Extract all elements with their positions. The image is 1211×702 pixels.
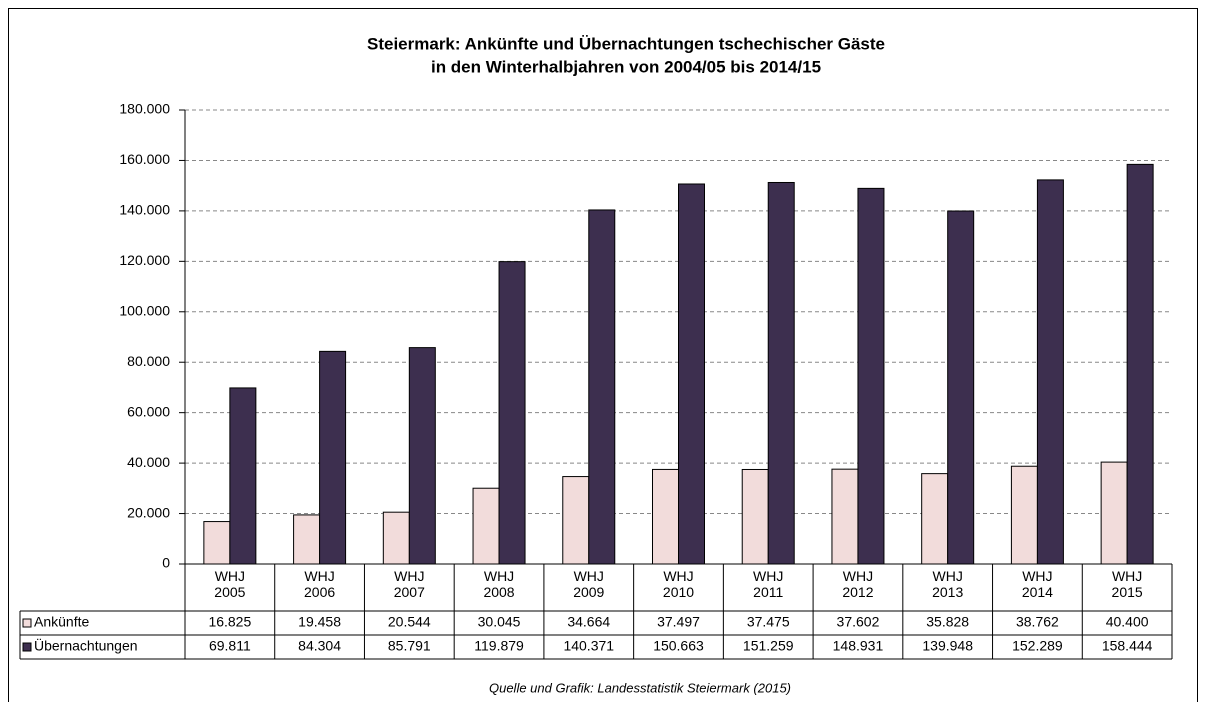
x-tick-label: WHJ 2009 — [544, 568, 634, 600]
x-tick-label-text: WHJ 2010 — [662, 568, 695, 600]
legend-label: Übernachtungen — [34, 637, 138, 654]
legend-key — [22, 618, 32, 628]
table-value: 152.289 — [1012, 638, 1063, 654]
bar — [1010, 465, 1038, 565]
bar — [498, 261, 526, 565]
x-tick-label: WHJ 2015 — [1082, 568, 1172, 600]
table-value: 37.475 — [747, 614, 790, 630]
bar — [562, 476, 590, 565]
x-tick-label-text: WHJ 2011 — [753, 568, 784, 600]
legend-label: Ankünfte — [34, 614, 89, 630]
x-tick-label-box: WHJ 2005 — [185, 568, 275, 600]
table-value: 84.304 — [298, 638, 341, 654]
x-tick-label-text: WHJ 2009 — [573, 568, 605, 600]
y-tick-label: 0 — [162, 555, 170, 571]
x-tick-label: WHJ 2010 — [634, 568, 724, 600]
x-tick-label: WHJ 2008 — [454, 568, 544, 600]
table-value: 37.602 — [837, 614, 880, 630]
table-value: 34.664 — [567, 614, 610, 630]
bar — [1126, 163, 1154, 565]
x-tick-label-box: WHJ 2014 — [993, 568, 1083, 600]
x-tick-label-text: WHJ 2015 — [1111, 568, 1143, 600]
bar — [831, 468, 859, 565]
y-tick-label: 180.000 — [119, 101, 170, 117]
table-value: 140.371 — [563, 638, 614, 654]
bar — [472, 487, 500, 565]
table-value: 19.458 — [298, 614, 341, 630]
x-tick-label-box: WHJ 2012 — [813, 568, 903, 600]
x-tick-label: WHJ 2007 — [364, 568, 454, 600]
y-tick-label: 60.000 — [127, 403, 170, 419]
bar — [319, 350, 347, 565]
bar — [1100, 461, 1128, 565]
x-tick-label-box: WHJ 2007 — [364, 568, 454, 600]
table-value: 148.931 — [833, 638, 884, 654]
x-tick-label: WHJ 2012 — [813, 568, 903, 600]
table-value: 69.811 — [209, 638, 251, 654]
y-tick-label: 20.000 — [127, 504, 170, 520]
x-tick-label: WHJ 2013 — [903, 568, 993, 600]
x-tick-label-text: WHJ 2005 — [214, 568, 246, 600]
table-value: 151.259 — [743, 638, 794, 654]
bar — [203, 521, 231, 565]
bar — [408, 347, 436, 565]
x-tick-label-text: WHJ 2012 — [842, 568, 874, 600]
bar — [293, 514, 321, 565]
bar — [921, 473, 949, 565]
table-value: 16.825 — [208, 614, 251, 630]
table-value: 119.879 — [474, 638, 524, 654]
x-tick-label-box: WHJ 2010 — [634, 568, 724, 600]
bar — [741, 468, 769, 565]
y-tick-label: 40.000 — [127, 454, 170, 470]
table-value: 85.791 — [388, 638, 431, 654]
table-value: 38.762 — [1016, 614, 1059, 630]
bar — [857, 187, 885, 565]
x-tick-label-box: WHJ 2009 — [544, 568, 634, 600]
table-value: 20.544 — [388, 614, 431, 630]
x-tick-label-text: WHJ 2014 — [1021, 568, 1053, 600]
bar — [767, 181, 795, 565]
x-tick-label-text: WHJ 2006 — [304, 568, 336, 600]
chart-title: Steiermark: Ankünfte und Übernachtungen … — [367, 34, 885, 53]
chart-subtitle: in den Winterhalbjahren von 2004/05 bis … — [431, 57, 821, 76]
table-value: 150.663 — [653, 638, 704, 654]
legend-key — [22, 642, 32, 652]
x-tick-label-box: WHJ 2008 — [454, 568, 544, 600]
x-tick-label-text: WHJ 2007 — [393, 568, 425, 600]
table-value: 30.045 — [478, 614, 521, 630]
bar — [1036, 179, 1064, 565]
x-tick-label-box: WHJ 2011 — [723, 568, 813, 600]
y-tick-label: 140.000 — [119, 202, 170, 218]
table-value: 37.497 — [657, 614, 700, 630]
table-value: 40.400 — [1106, 614, 1149, 630]
x-tick-label: WHJ 2011 — [723, 568, 813, 600]
bar — [678, 183, 705, 565]
bar — [382, 511, 410, 565]
y-tick-label: 80.000 — [127, 353, 170, 369]
bar — [947, 210, 975, 565]
x-tick-label-box: WHJ 2013 — [903, 568, 993, 600]
x-tick-label: WHJ 2005 — [185, 568, 275, 600]
x-tick-label-text: WHJ 2008 — [483, 568, 515, 600]
x-tick-label: WHJ 2006 — [275, 568, 365, 600]
table-value: 158.444 — [1102, 638, 1153, 654]
y-tick-label: 100.000 — [119, 302, 170, 318]
source: Quelle und Grafik: Landesstatistik Steie… — [489, 680, 791, 695]
x-tick-label-box: WHJ 2006 — [275, 568, 365, 600]
x-tick-label-text: WHJ 2013 — [932, 568, 964, 600]
table-value: 35.828 — [926, 614, 969, 630]
x-tick-label-box: WHJ 2015 — [1082, 568, 1172, 600]
bar — [652, 468, 679, 565]
y-tick-label: 120.000 — [119, 252, 170, 268]
bar — [229, 387, 257, 565]
bar — [588, 209, 616, 565]
y-tick-label: 160.000 — [119, 151, 170, 167]
table-value: 139.948 — [922, 638, 973, 654]
x-tick-label: WHJ 2014 — [993, 568, 1083, 600]
